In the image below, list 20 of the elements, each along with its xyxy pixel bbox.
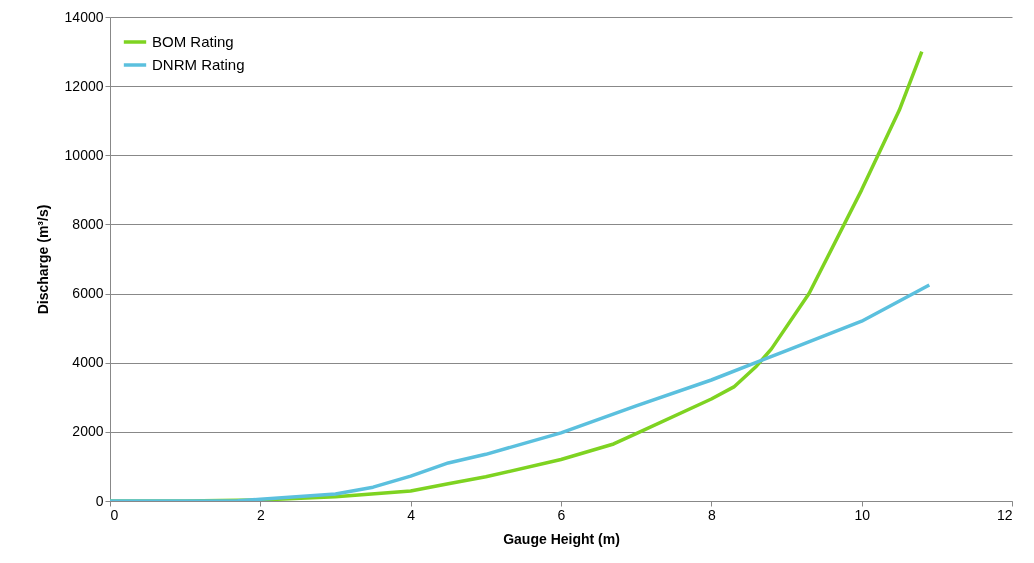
legend-label: BOM Rating [152,33,234,50]
y-tick-label: 14000 [64,8,104,25]
y-tick-label: 6000 [72,285,104,302]
y-axis-title: Discharge (m³/s) [34,204,51,315]
y-tick-label: 4000 [72,354,104,371]
x-tick-label: 2 [256,506,265,523]
x-tick-label: 0 [110,506,119,523]
y-tick-label: 0 [95,492,104,509]
x-tick-label: 10 [854,506,871,523]
y-tick-label: 12000 [64,77,104,94]
x-tick-label: 8 [707,506,716,523]
line-series [110,283,932,501]
x-axis-title: Gauge Height (m) [503,530,620,547]
y-tick-label: 8000 [72,215,104,232]
x-tick-label: 6 [557,506,566,523]
y-tick-label: 2000 [72,423,104,440]
x-tick-label: 12 [996,506,1013,523]
x-tick-label: 4 [407,506,416,523]
legend-label: DNRM Rating [152,56,245,73]
y-tick-label: 10000 [64,146,104,163]
